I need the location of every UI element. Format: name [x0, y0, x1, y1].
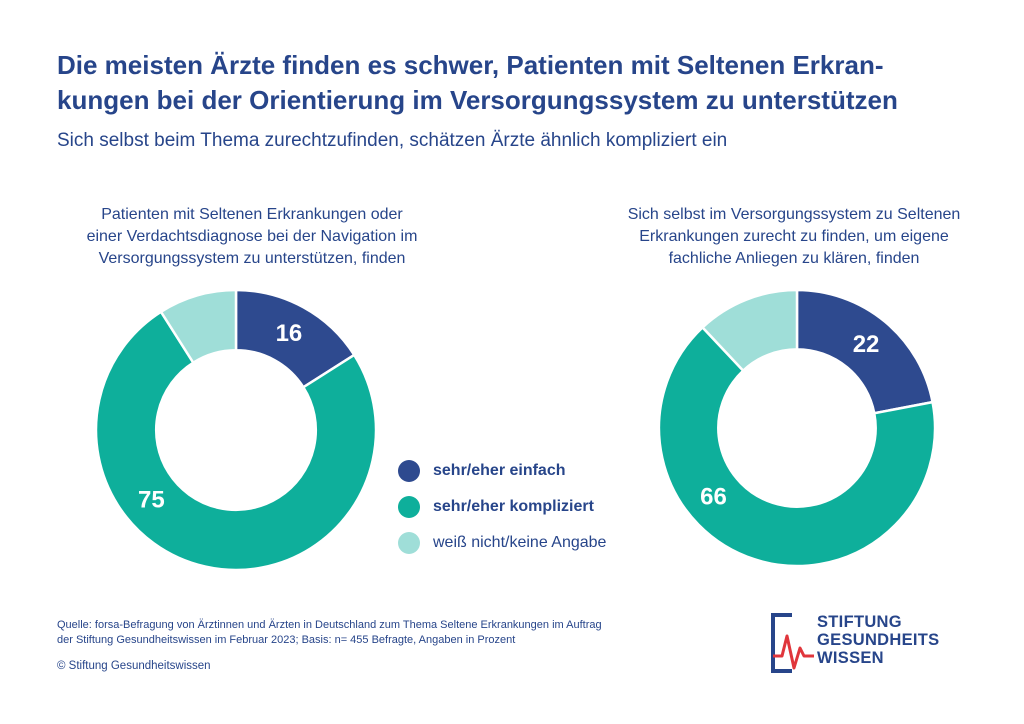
donut-segment-complicated — [94, 310, 378, 572]
right-chart-heading-line: Sich selbst im Versorgungssystem zu Selt… — [627, 206, 961, 223]
chart-title: Die meisten Ärzte finden es schwer, Pati… — [57, 48, 987, 118]
source-line-1: Quelle: forsa-Befragung von Ärztinnen un… — [57, 619, 602, 631]
right-chart-heading-line: fachliche Anliegen zu klären, finden — [668, 250, 920, 267]
donut-segment-unknown — [700, 288, 799, 373]
logo-wordmark: STIFTUNG GESUNDHEITS WISSEN — [817, 613, 939, 667]
legend-item-easy: sehr/eher einfach — [398, 453, 606, 489]
logo-line-3: WISSEN — [817, 649, 884, 667]
right-donut-chart: 22 66 — [657, 288, 937, 568]
chart-title-line-1: Die meisten Ärzte finden es schwer, Pati… — [57, 50, 884, 80]
logo-heartbeat-icon — [773, 634, 814, 670]
data-label-complicated: 75 — [138, 487, 165, 514]
legend-swatch-unknown — [398, 532, 420, 554]
donut-segment-complicated — [657, 325, 937, 568]
data-label-easy: 16 — [276, 320, 303, 347]
logo-line-1: STIFTUNG — [817, 613, 902, 631]
source-note: Quelle: forsa-Befragung von Ärztinnen un… — [57, 618, 717, 647]
left-chart-heading-line: Patienten mit Seltenen Erkrankungen oder — [101, 206, 403, 223]
stiftung-logo-icon — [771, 613, 814, 673]
legend-item-complicated: sehr/eher kompliziert — [398, 489, 606, 525]
legend-label-complicated: sehr/eher kompliziert — [433, 498, 594, 515]
legend-label-unknown: weiß nicht/keine Angabe — [433, 534, 607, 551]
chart-subtitle: Sich selbst beim Thema zurechtzufinden, … — [57, 130, 728, 151]
right-chart-heading: Sich selbst im Versorgungssystem zu Selt… — [594, 204, 994, 270]
left-chart-heading: Patienten mit Seltenen Erkrankungen oder… — [52, 204, 452, 270]
source-line-2: der Stiftung Gesundheitswissen im Februa… — [57, 633, 516, 646]
right-chart-heading-line: Erkrankungen zurecht zu finden, um eigen… — [639, 228, 949, 245]
legend-item-unknown: weiß nicht/keine Angabe — [398, 525, 606, 561]
data-label-complicated: 66 — [700, 484, 727, 511]
copyright-note: © Stiftung Gesundheitswissen — [57, 660, 211, 672]
chart-legend: sehr/eher einfach sehr/eher kompliziert … — [398, 453, 606, 561]
donut-segment-easy — [795, 288, 935, 415]
left-chart-heading-line: Versorgungssystem zu unterstützen, finde… — [98, 250, 406, 267]
logo-bracket-icon — [771, 613, 792, 673]
chart-title-line-2: kungen bei der Orientierung im Versorgun… — [57, 85, 898, 115]
legend-swatch-easy — [398, 460, 420, 482]
data-label-easy: 22 — [853, 331, 880, 358]
legend-swatch-complicated — [398, 496, 420, 518]
left-chart-heading-line: einer Verdachtsdiagnose bei der Navigati… — [86, 228, 418, 245]
donut-segment-unknown — [159, 288, 238, 365]
legend-label-easy: sehr/eher einfach — [433, 462, 566, 479]
logo-line-2: GESUNDHEITS — [817, 631, 940, 649]
